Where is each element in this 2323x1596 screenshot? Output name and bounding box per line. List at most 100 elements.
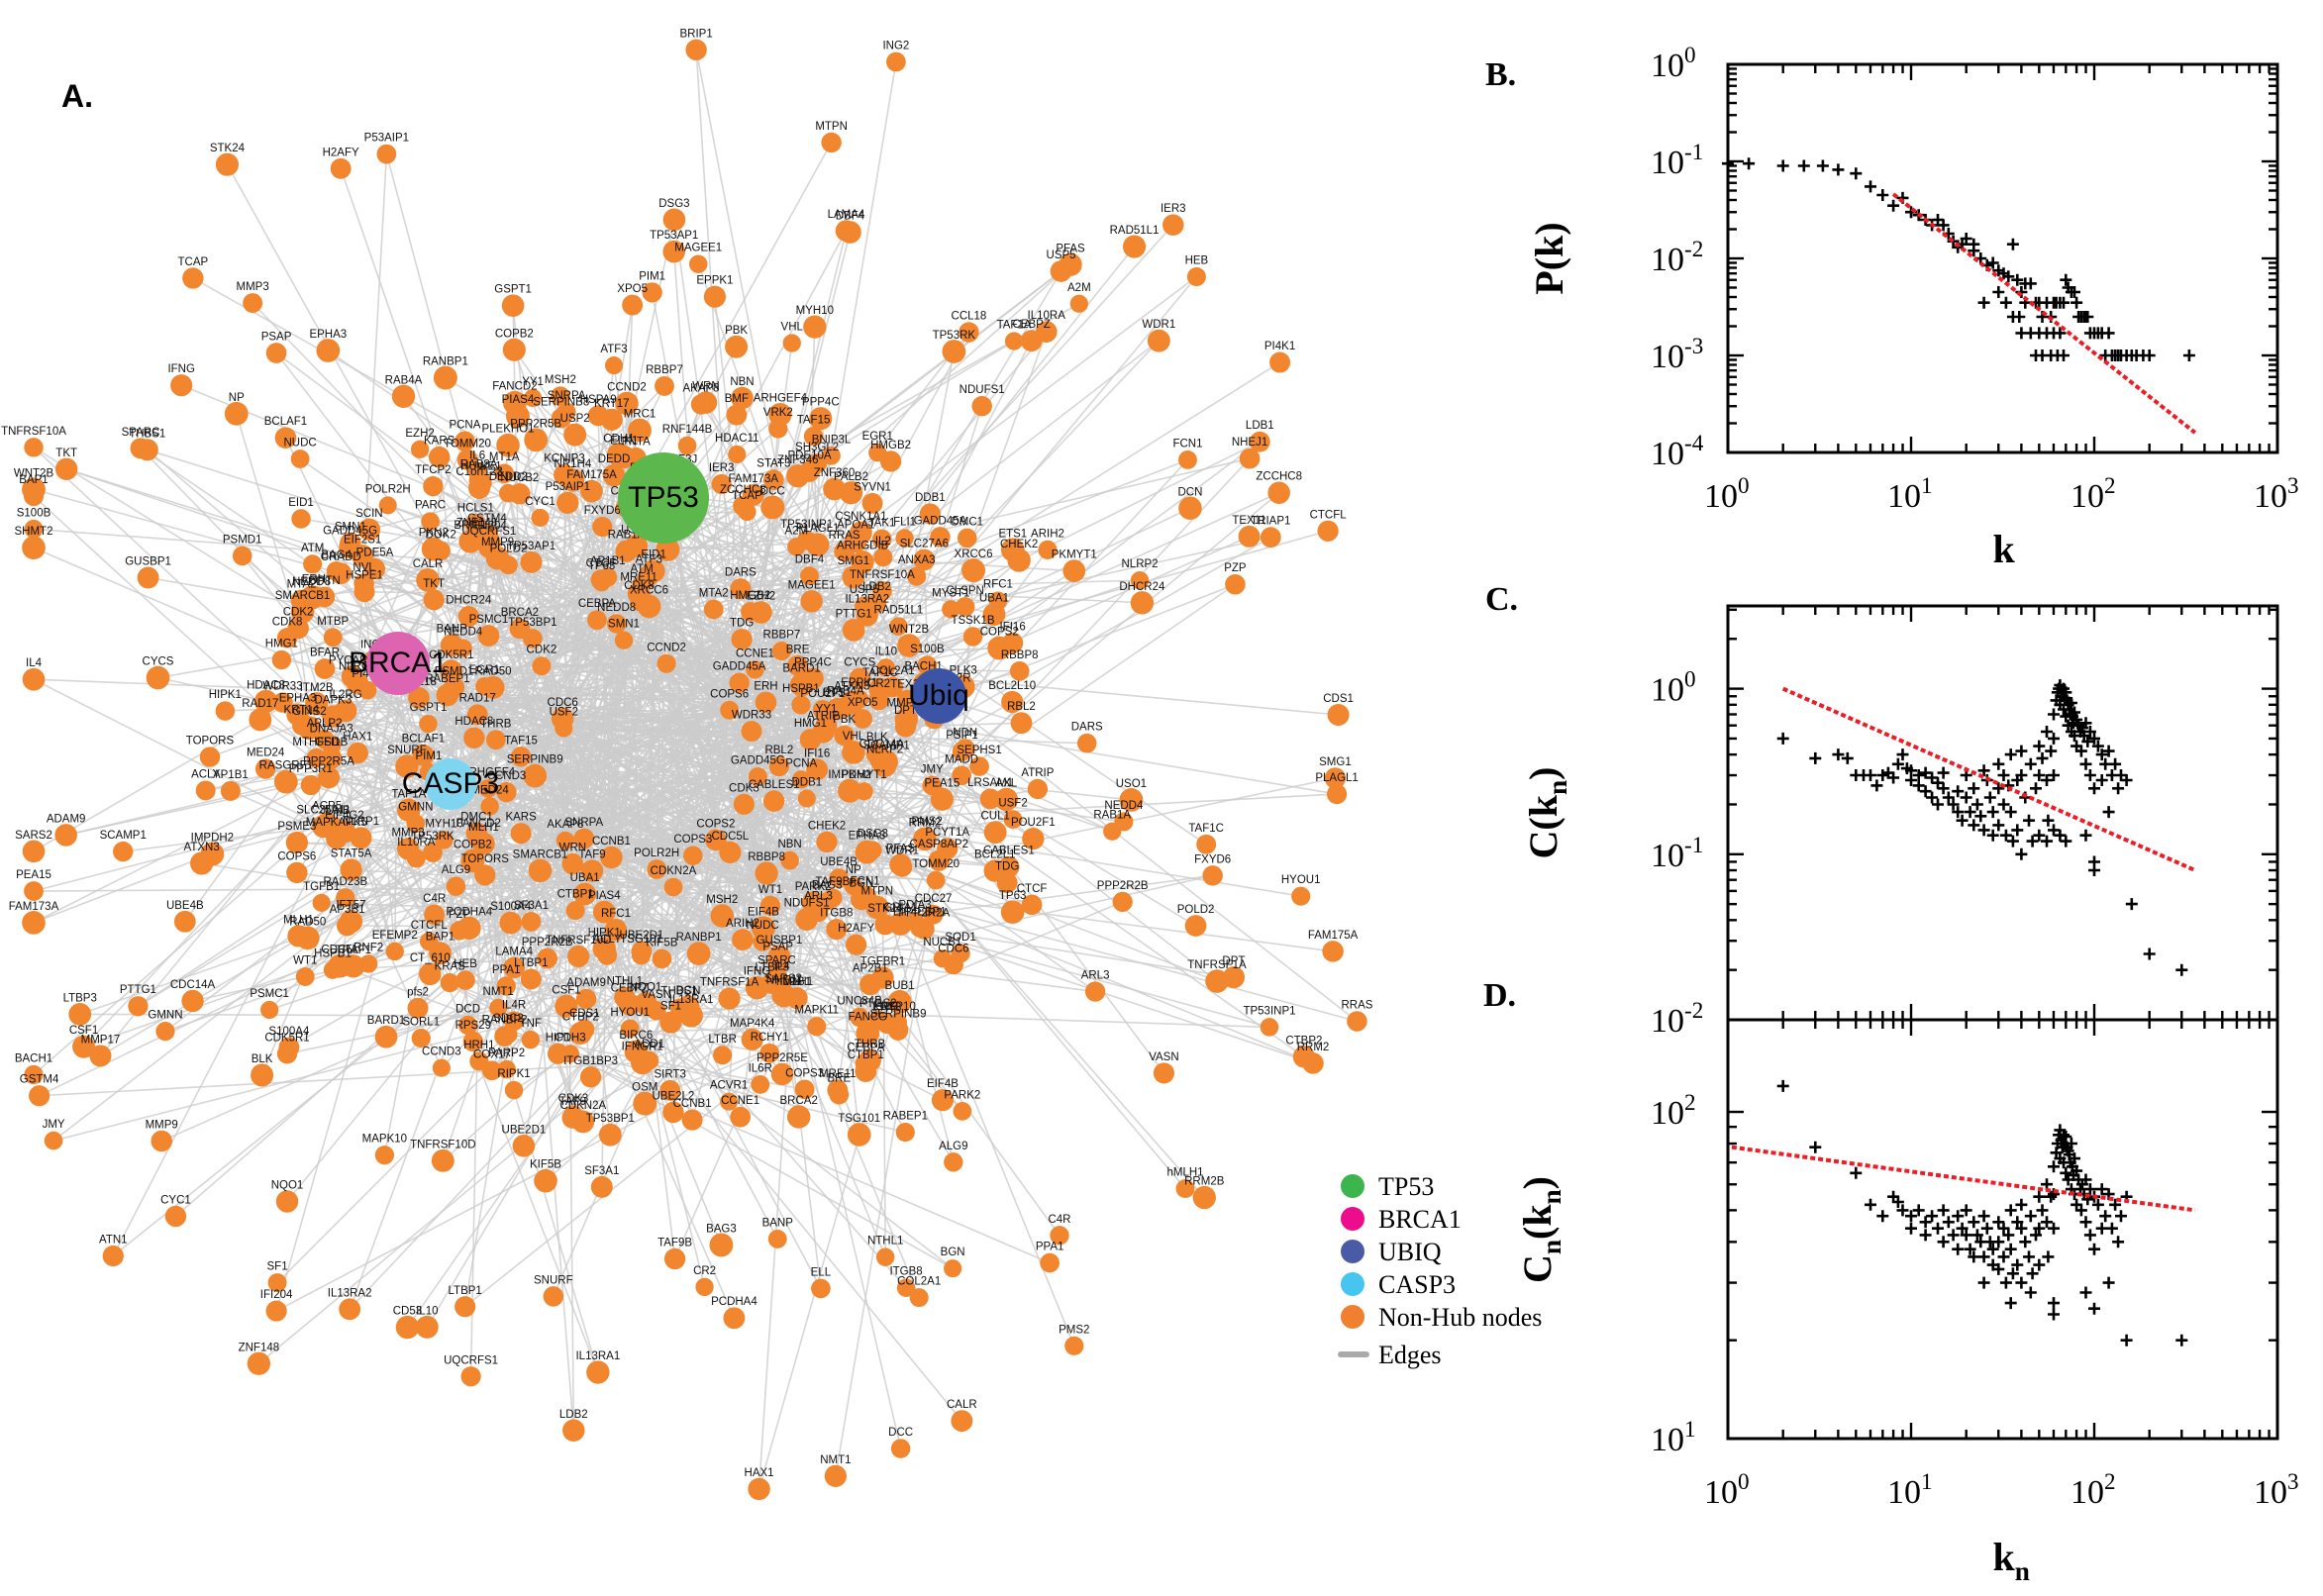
network-node-label: CDK3 [729,782,759,794]
network-node [942,600,960,619]
network-node-label: RAB8A [460,459,498,471]
network-edge [692,854,1314,1064]
network-node [291,509,311,529]
network-node [173,910,196,933]
network-node-label: SCAMP1 [862,740,909,751]
network-node [731,629,753,650]
network-node-labels: USF2CDC6COPS6SNRPACCND2COPS2CCNB1CDK3COP… [1,28,1373,1479]
network-node [424,904,446,926]
network-node-label: PYCARD [329,654,376,666]
network-node-label: CTBP1 [848,1049,884,1061]
network-node-label: CDC6 [548,697,578,709]
network-node-label: LTBR [708,1034,737,1046]
network-node-label: DCC [760,485,785,497]
network-edge [82,648,464,1047]
network-node [272,692,293,713]
network-node [1119,788,1144,812]
network-node [1260,527,1281,549]
network-edge [275,1026,818,1312]
network-node [887,989,912,1014]
network-node [1130,571,1150,590]
network-node-label: NDUFS1 [784,898,830,910]
network-node [480,797,499,816]
network-node-label: DEDD [598,453,631,465]
network-node [340,532,361,554]
network-node [312,814,336,839]
network-node-label: AXL [995,777,1017,789]
network-node-label: NR1H4 [555,458,592,470]
network-node-label: MAGEE1 [674,243,722,254]
network-node [1184,915,1207,937]
network-node [931,1089,955,1112]
network-node [873,548,893,567]
network-node-label: CCNE1 [736,648,774,659]
network-node-label: ARHGDIB [837,541,889,552]
network-node-label: EIF4G2 [325,810,364,822]
network-node [688,254,708,273]
network-node-label: MADD [945,753,978,765]
network-node-label: ACP5 [312,800,342,812]
network-node [580,859,604,882]
network-node-label: XPO5 [848,697,878,709]
network-node-label: S100B [910,644,945,655]
network-node [556,491,579,515]
network-node-label: UBA1 [570,872,600,884]
network-node [1003,810,1023,830]
network-node-label: HDAC11 [715,433,759,445]
network-node [996,872,1018,894]
network-node-label: CCNB1 [592,836,631,848]
network-node [815,714,838,737]
network-node [446,876,466,896]
network-node-label: MAPK10 [362,1134,407,1146]
network-node-label: PLAGL1 [1315,772,1358,784]
network-node [454,431,475,451]
network-node-label: UNC84B [837,995,882,1007]
network-edge [397,662,480,1062]
network-edge [393,662,399,951]
network-node-label: TAF9 [559,1096,586,1108]
network-node-label: NUDC [283,438,316,449]
network-edge [571,479,1205,1199]
network-node-label: PSMC1 [469,614,509,626]
network-node-label: CDC14A [170,979,216,991]
network-node [1035,321,1058,343]
network-edge [660,695,940,959]
network-node-label: TGFB1 [303,881,340,893]
network-node [440,659,463,683]
network-node [295,967,315,986]
network-node [273,769,298,794]
network-node [782,334,801,352]
network-node-label: YY1 [816,704,838,716]
network-node [568,1022,592,1046]
network-node-label: TNFRSF1A [700,977,759,989]
network-node [662,240,685,263]
network-node [457,1015,478,1036]
x-tick-label: 103 [2254,473,2299,515]
network-node [499,911,523,935]
network-node [502,390,527,415]
network-node-label: BRIP1 [454,520,486,532]
network-node-label: RBL2 [1007,701,1036,713]
network-node [730,1106,751,1128]
network-node-label: IMPDH2 [191,833,234,845]
network-node [89,1045,112,1067]
network-node-label: IL4 [774,961,791,973]
network-node-label: BFAR [310,648,340,659]
network-node-label: BRE [828,1073,852,1085]
network-node [497,1059,516,1079]
network-node-label: HIPK1 [588,927,621,939]
network-edge [800,778,1096,993]
network-node-label: AKAP8 [683,382,720,394]
network-node [556,831,575,850]
network-node-label: MAGEE1 [788,579,836,591]
network-node-label: CDKN2A [651,865,697,877]
network-node-label: RIPK1 [497,1068,530,1080]
fit-line-B [1891,192,2197,435]
network-node [1038,540,1058,559]
network-node-label: ELL [811,1266,832,1278]
network-node-label: CABLES1 [983,846,1035,857]
network-node [1059,252,1082,276]
network-node-label: SF1 [267,1261,288,1273]
network-node [849,521,872,545]
network-node-label: PIAS4 [588,890,621,902]
